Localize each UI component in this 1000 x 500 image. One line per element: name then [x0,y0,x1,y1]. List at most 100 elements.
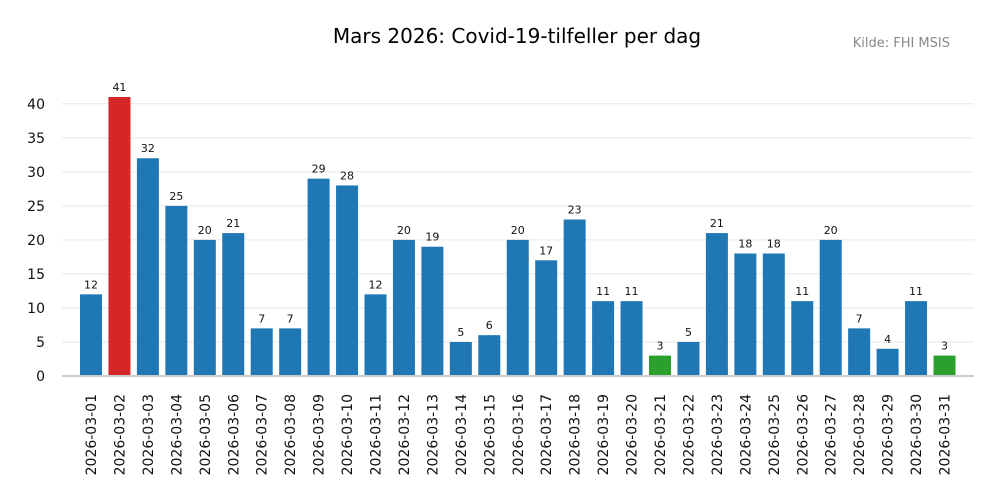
bar-value-label: 12 [369,278,383,291]
bar-value-label: 25 [169,190,183,203]
bar-value-label: 29 [312,163,326,176]
x-tick-label: 2026-03-14 [454,394,470,475]
x-tick-label: 2026-03-30 [909,394,925,475]
bar-value-label: 11 [596,285,610,298]
bar-value-label: 7 [856,312,863,325]
x-tick-label: 2026-03-04 [169,394,185,475]
x-tick-label: 2026-03-29 [881,394,897,475]
bar-value-label: 6 [486,319,493,332]
x-tick-label: 2026-03-25 [767,394,783,475]
chart-title: Mars 2026: Covid-19-tilfeller per dag [333,24,701,48]
bar-value-label: 20 [511,224,525,237]
bar [905,301,928,376]
bar [364,294,387,376]
x-tick-label: 2026-03-09 [312,394,328,475]
y-tick-label: 40 [27,97,45,113]
bar [449,341,472,376]
x-tick-label: 2026-03-23 [710,394,726,475]
x-tick-label: 2026-03-24 [738,394,754,475]
y-tick-label: 20 [27,233,45,249]
x-tick-label: 2026-03-26 [795,394,811,475]
bar-value-label: 5 [685,326,692,339]
bar [478,335,501,376]
bar-value-label: 20 [824,224,838,237]
bar [848,328,871,376]
bar [563,219,586,376]
bar [250,328,273,376]
bar [336,185,359,376]
x-tick-label: 2026-03-18 [568,394,584,475]
bar [506,239,529,376]
x-tick-label: 2026-03-19 [596,394,612,475]
bar [933,355,956,376]
bar [762,253,785,376]
bar-value-label: 5 [457,326,464,339]
bar-value-label: 11 [909,285,923,298]
bar-value-label: 41 [112,81,126,94]
bar [193,239,216,376]
x-tick-label: 2026-03-17 [539,394,555,475]
x-tick-label: 2026-03-22 [681,394,697,475]
y-tick-label: 5 [36,335,45,351]
x-tick-label: 2026-03-21 [653,394,669,475]
bar [734,253,757,376]
x-tick-label: 2026-03-02 [112,394,128,475]
bar-value-label: 11 [625,285,639,298]
x-tick-label: 2026-03-07 [255,394,271,475]
bar [222,233,245,376]
x-tick-label: 2026-03-27 [824,394,840,475]
x-tick-label: 2026-03-13 [425,394,441,475]
bar [80,294,102,376]
bar-value-label: 7 [258,312,265,325]
x-tick-label: 2026-03-05 [198,394,214,475]
data-labels: 12 41 32 25 20 21 7 7 29 28 12 20 19 5 6 20 17 23 11 11 3 5 21… [84,81,948,353]
bar [108,97,131,376]
x-axis-ticks: 2026-03-01 2026-03-02 2026-03-03 2026-03-04… [84,394,954,475]
x-tick-label: 2026-03-08 [283,394,299,475]
bar [392,239,415,376]
y-tick-label: 25 [27,199,45,215]
bar-value-label: 21 [226,217,240,230]
bar-value-label: 12 [84,278,98,291]
bar-value-label: 3 [941,340,948,353]
bar-value-label: 28 [340,169,354,182]
bar [592,301,615,376]
bar [136,158,159,376]
bar-value-label: 32 [141,142,155,155]
bar [165,205,188,376]
bar-value-label: 20 [397,224,411,237]
x-tick-label: 2026-03-28 [852,394,868,475]
bar [791,301,814,376]
x-tick-label: 2026-03-20 [625,394,641,475]
bar [876,348,899,376]
bar-value-label: 23 [568,203,582,216]
bar-value-label: 4 [884,333,891,346]
x-tick-label: 2026-03-16 [511,394,527,475]
bar-value-label: 18 [767,238,781,251]
y-tick-label: 10 [27,301,45,317]
bar [279,328,302,376]
bars [80,97,956,376]
bar-value-label: 11 [795,285,809,298]
y-axis-ticks: 0 5 10 15 20 25 30 35 40 [27,97,45,385]
x-tick-label: 2026-03-15 [482,394,498,475]
y-tick-label: 0 [36,369,45,385]
bar [705,233,728,376]
chart-source-note: Kilde: FHI MSIS [853,36,950,51]
bar [620,301,643,376]
x-tick-label: 2026-03-03 [141,394,157,475]
x-tick-label: 2026-03-12 [397,394,413,475]
bar [649,355,671,376]
x-tick-label: 2026-03-11 [369,394,385,475]
bar [819,239,842,376]
x-tick-label: 2026-03-06 [226,394,242,475]
bar-value-label: 21 [710,217,724,230]
y-tick-label: 15 [27,267,45,283]
bar [421,246,444,376]
x-tick-label: 2026-03-31 [938,394,954,475]
bar-value-label: 19 [425,231,439,244]
bar-value-label: 18 [738,238,752,251]
x-tick-label: 2026-03-10 [340,394,356,475]
